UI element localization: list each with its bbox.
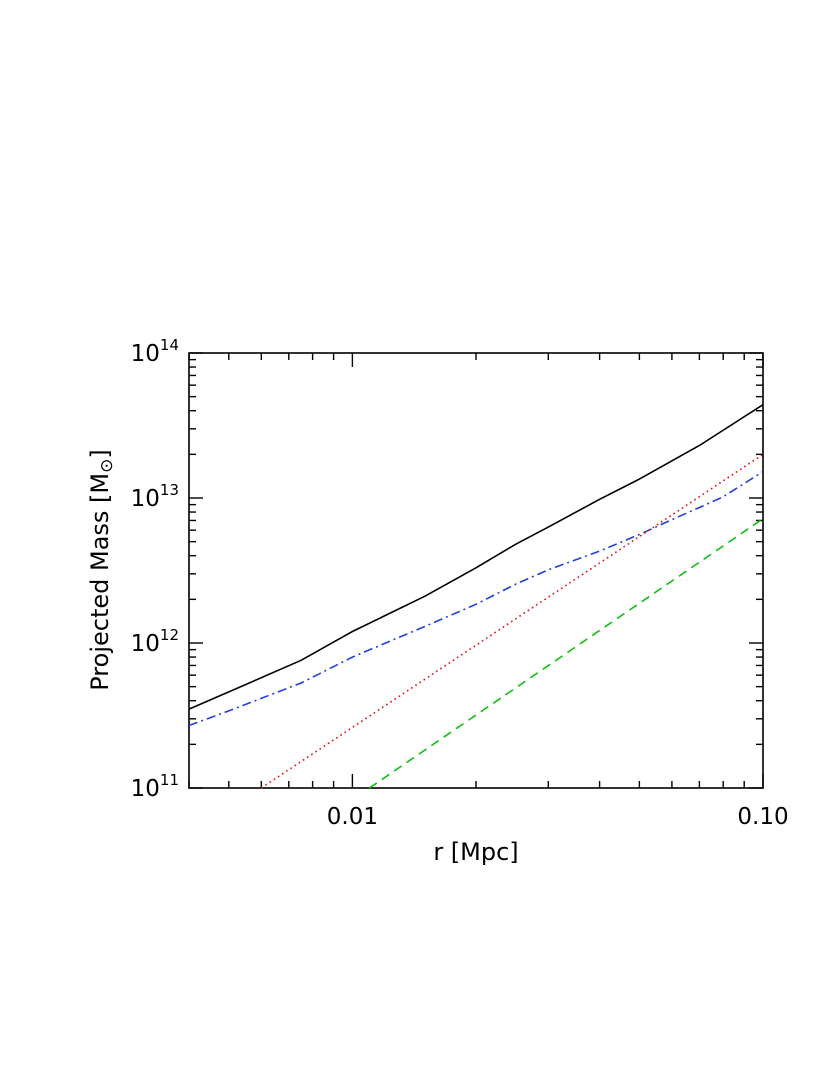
y-tick-label: 1014 xyxy=(131,336,179,367)
y-tick-label: 1012 xyxy=(131,626,179,657)
y-tick-label: 1013 xyxy=(131,481,179,512)
series-layer xyxy=(188,404,764,789)
x-tick-label: 0.10 xyxy=(737,804,788,830)
plot-frame xyxy=(188,352,764,789)
x-tick-label: 0.01 xyxy=(327,804,378,830)
y-axis-label-sun-symbol: ⊙ xyxy=(97,459,117,473)
y-axis-label-text: Projected Mass [M xyxy=(86,473,114,691)
y-axis-label-close: ] xyxy=(86,449,114,458)
tick-labels: 0.01 0.10 1011 1012 1013 1014 xyxy=(131,336,789,830)
y-tick-label: 1011 xyxy=(131,771,179,802)
series-line-dotted xyxy=(260,453,764,789)
series-line-dashed xyxy=(368,518,764,789)
series-line-dashdot xyxy=(188,470,764,727)
y-axis-label: Projected Mass [M⊙] xyxy=(86,449,117,691)
series-line-solid xyxy=(188,404,764,710)
x-axis-label: r [Mpc] xyxy=(433,838,518,866)
axis-ticks xyxy=(188,352,764,789)
